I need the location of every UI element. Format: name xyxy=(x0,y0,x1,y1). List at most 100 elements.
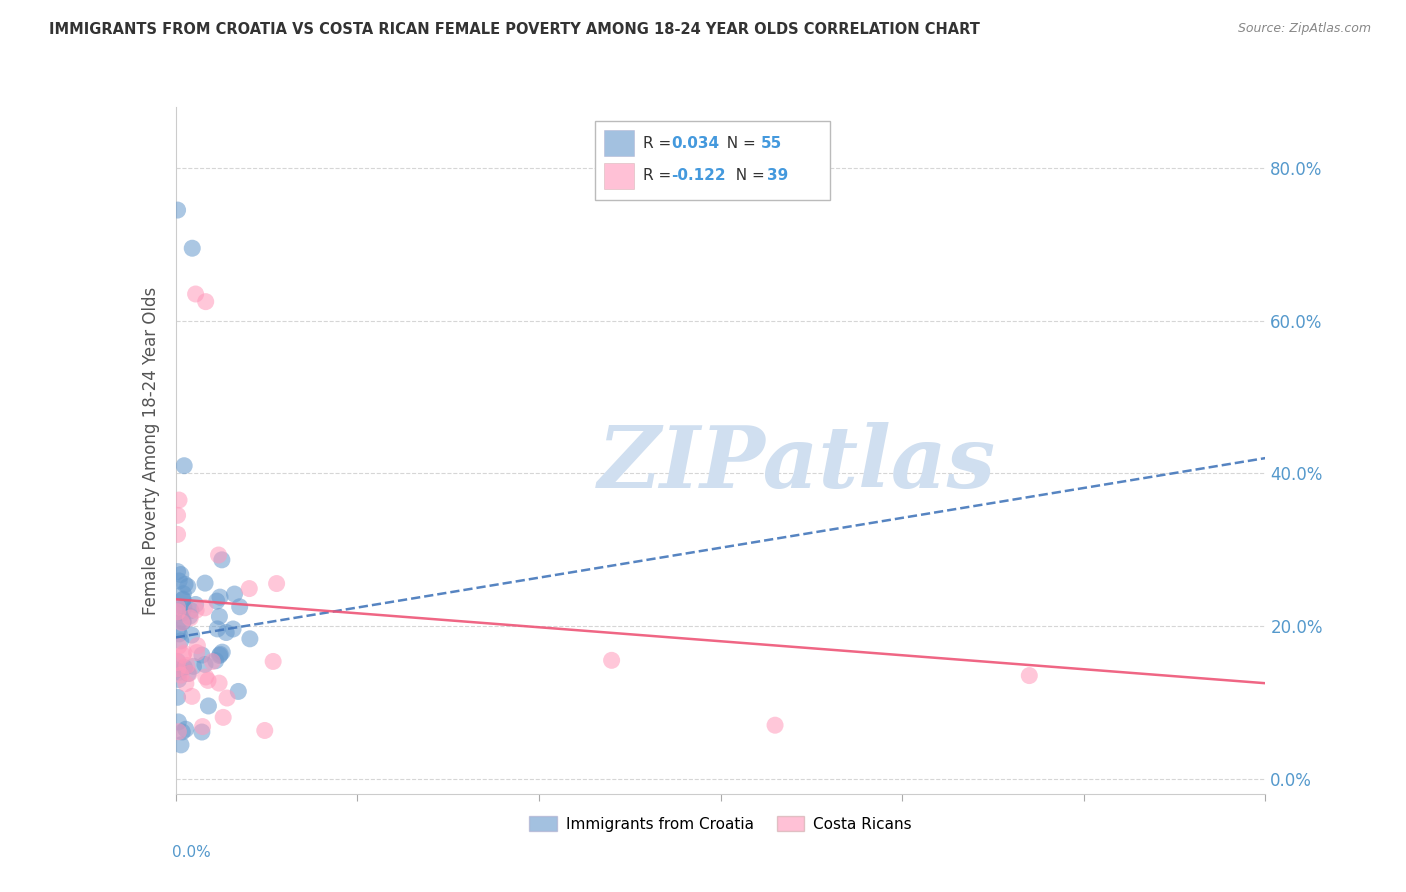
Point xyxy=(215,691,238,706)
Point xyxy=(169,665,191,679)
Point xyxy=(238,582,260,596)
Point xyxy=(197,698,219,713)
Point xyxy=(174,577,197,591)
Point xyxy=(180,628,202,642)
Point xyxy=(239,632,262,646)
Text: 0.034: 0.034 xyxy=(672,136,720,151)
Point xyxy=(211,645,233,659)
Point xyxy=(600,653,623,667)
Point xyxy=(174,676,197,690)
Point xyxy=(174,723,197,737)
Point xyxy=(208,648,231,663)
Point xyxy=(177,580,200,594)
Point xyxy=(166,508,188,523)
Point xyxy=(180,604,202,618)
Point xyxy=(208,590,231,604)
Point xyxy=(167,574,190,588)
Text: ZIPatlas: ZIPatlas xyxy=(598,423,995,506)
Point xyxy=(194,576,217,591)
Point xyxy=(207,622,229,636)
Point xyxy=(167,673,190,687)
Point xyxy=(166,656,188,670)
Point xyxy=(166,527,188,541)
Legend: Immigrants from Croatia, Costa Ricans: Immigrants from Croatia, Costa Ricans xyxy=(523,810,918,838)
Point xyxy=(173,600,195,615)
Point xyxy=(170,633,193,648)
Text: IMMIGRANTS FROM CROATIA VS COSTA RICAN FEMALE POVERTY AMONG 18-24 YEAR OLDS CORR: IMMIGRANTS FROM CROATIA VS COSTA RICAN F… xyxy=(49,22,980,37)
Point xyxy=(181,241,204,255)
Point xyxy=(167,714,190,729)
Point xyxy=(167,724,190,739)
Point xyxy=(166,202,188,217)
Point xyxy=(173,458,195,473)
Point xyxy=(266,576,288,591)
Point xyxy=(170,615,193,630)
Point xyxy=(170,567,193,582)
Text: -0.122: -0.122 xyxy=(672,169,725,183)
Point xyxy=(166,605,188,619)
Point xyxy=(167,639,190,653)
Point xyxy=(179,611,201,625)
Point xyxy=(207,548,229,562)
Point xyxy=(186,639,208,653)
Point xyxy=(166,662,188,676)
Point xyxy=(194,670,217,684)
Point xyxy=(166,600,188,615)
Point xyxy=(172,725,194,739)
Point xyxy=(194,294,217,309)
Point xyxy=(262,655,284,669)
Point xyxy=(194,657,217,672)
Point xyxy=(228,684,250,698)
Point xyxy=(194,600,217,615)
Point xyxy=(186,646,208,660)
Text: N =: N = xyxy=(717,136,761,151)
Point xyxy=(222,622,245,636)
Point xyxy=(167,623,190,637)
Point xyxy=(215,625,238,640)
Point xyxy=(228,599,250,614)
Text: N =: N = xyxy=(725,169,769,183)
Text: 39: 39 xyxy=(768,169,789,183)
Point xyxy=(201,655,224,669)
Text: 55: 55 xyxy=(761,136,782,151)
Point xyxy=(191,725,214,739)
Point xyxy=(208,676,231,690)
Point xyxy=(205,594,228,608)
Point xyxy=(184,287,207,301)
Point xyxy=(176,658,198,673)
Y-axis label: Female Poverty Among 18-24 Year Olds: Female Poverty Among 18-24 Year Olds xyxy=(142,286,160,615)
Point xyxy=(173,660,195,674)
Point xyxy=(172,648,194,662)
Point xyxy=(179,666,201,681)
Point xyxy=(166,654,188,668)
Point xyxy=(172,592,194,607)
Point xyxy=(224,587,246,601)
Point xyxy=(169,627,191,641)
Point xyxy=(209,648,232,662)
Text: R =: R = xyxy=(643,136,676,151)
Point xyxy=(172,592,194,607)
Point xyxy=(181,690,204,704)
Point xyxy=(166,565,188,579)
Point xyxy=(212,710,235,724)
Point xyxy=(170,668,193,682)
Point xyxy=(166,662,188,676)
Bar xyxy=(605,162,634,189)
Point xyxy=(191,720,214,734)
Point xyxy=(191,648,214,662)
Bar xyxy=(605,130,634,156)
Point xyxy=(172,587,194,601)
Point xyxy=(173,646,195,660)
Point xyxy=(197,673,219,688)
Point xyxy=(166,690,188,705)
Point xyxy=(170,607,193,621)
Point xyxy=(184,603,207,617)
Text: R =: R = xyxy=(643,169,676,183)
Point xyxy=(179,609,201,624)
Point xyxy=(253,723,276,738)
Point xyxy=(184,598,207,612)
Point xyxy=(169,605,191,619)
Point xyxy=(177,666,200,681)
FancyBboxPatch shape xyxy=(595,120,830,200)
Text: Source: ZipAtlas.com: Source: ZipAtlas.com xyxy=(1237,22,1371,36)
